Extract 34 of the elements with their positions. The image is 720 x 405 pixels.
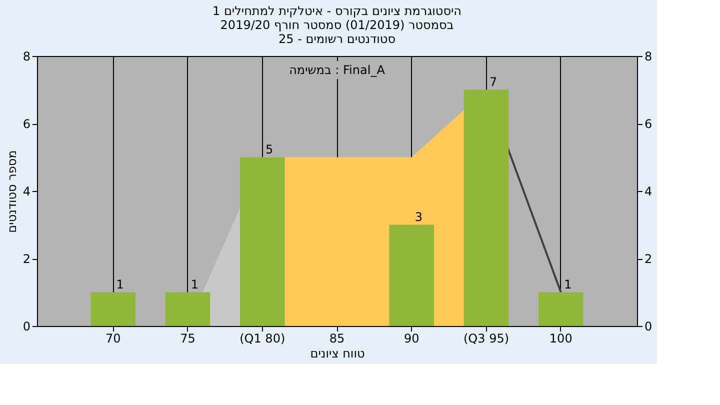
x-tick-label: 70 <box>105 332 121 346</box>
y2-tick-label: 6 <box>644 117 652 131</box>
data-label: 3 <box>414 210 422 224</box>
x-tick-label: 75 <box>180 332 196 346</box>
data-label: 1 <box>190 277 199 292</box>
bar <box>464 90 509 326</box>
bar <box>538 292 584 326</box>
data-label: 7 <box>489 74 498 89</box>
text: בסמסטר (01/2019) סמסטר חורף 2019/20 <box>220 18 454 32</box>
y-tick-label: 6 <box>22 117 30 131</box>
annotation: במשימה : Final_A <box>289 63 386 77</box>
bar <box>165 292 210 326</box>
bar <box>389 224 434 326</box>
text: היסטוגרמת ציונים בקורס - איטלקית למתחילים 1 <box>212 4 462 18</box>
text: סטודנטים רשומים - 25 <box>278 32 396 46</box>
data-label: 1 <box>116 277 124 292</box>
data-label: 5 <box>266 142 274 156</box>
y-tick-label: 2 <box>22 252 30 266</box>
x-tick-label: 90 <box>404 332 420 346</box>
y2-tick-label: 0 <box>644 320 652 334</box>
y-tick-label: 8 <box>22 50 30 64</box>
bar <box>90 292 136 326</box>
x-tick-label: (Q1 80) <box>240 332 286 346</box>
y2-tick-label: 8 <box>644 50 652 64</box>
data-label: 1 <box>564 277 572 292</box>
x-tick-label: 100 <box>549 332 572 346</box>
y2-tick-label: 2 <box>644 252 652 266</box>
x-tick-label: 85 <box>329 332 345 346</box>
x-axis-title: טווח ציונים <box>310 346 365 360</box>
y-tick-label: 0 <box>22 320 30 334</box>
y-tick-label: 4 <box>22 184 30 198</box>
y2-tick-label: 4 <box>644 184 652 198</box>
y-axis-title: מספר סטודנטים <box>4 150 19 233</box>
x-tick-label: (Q3 95) <box>463 332 510 346</box>
